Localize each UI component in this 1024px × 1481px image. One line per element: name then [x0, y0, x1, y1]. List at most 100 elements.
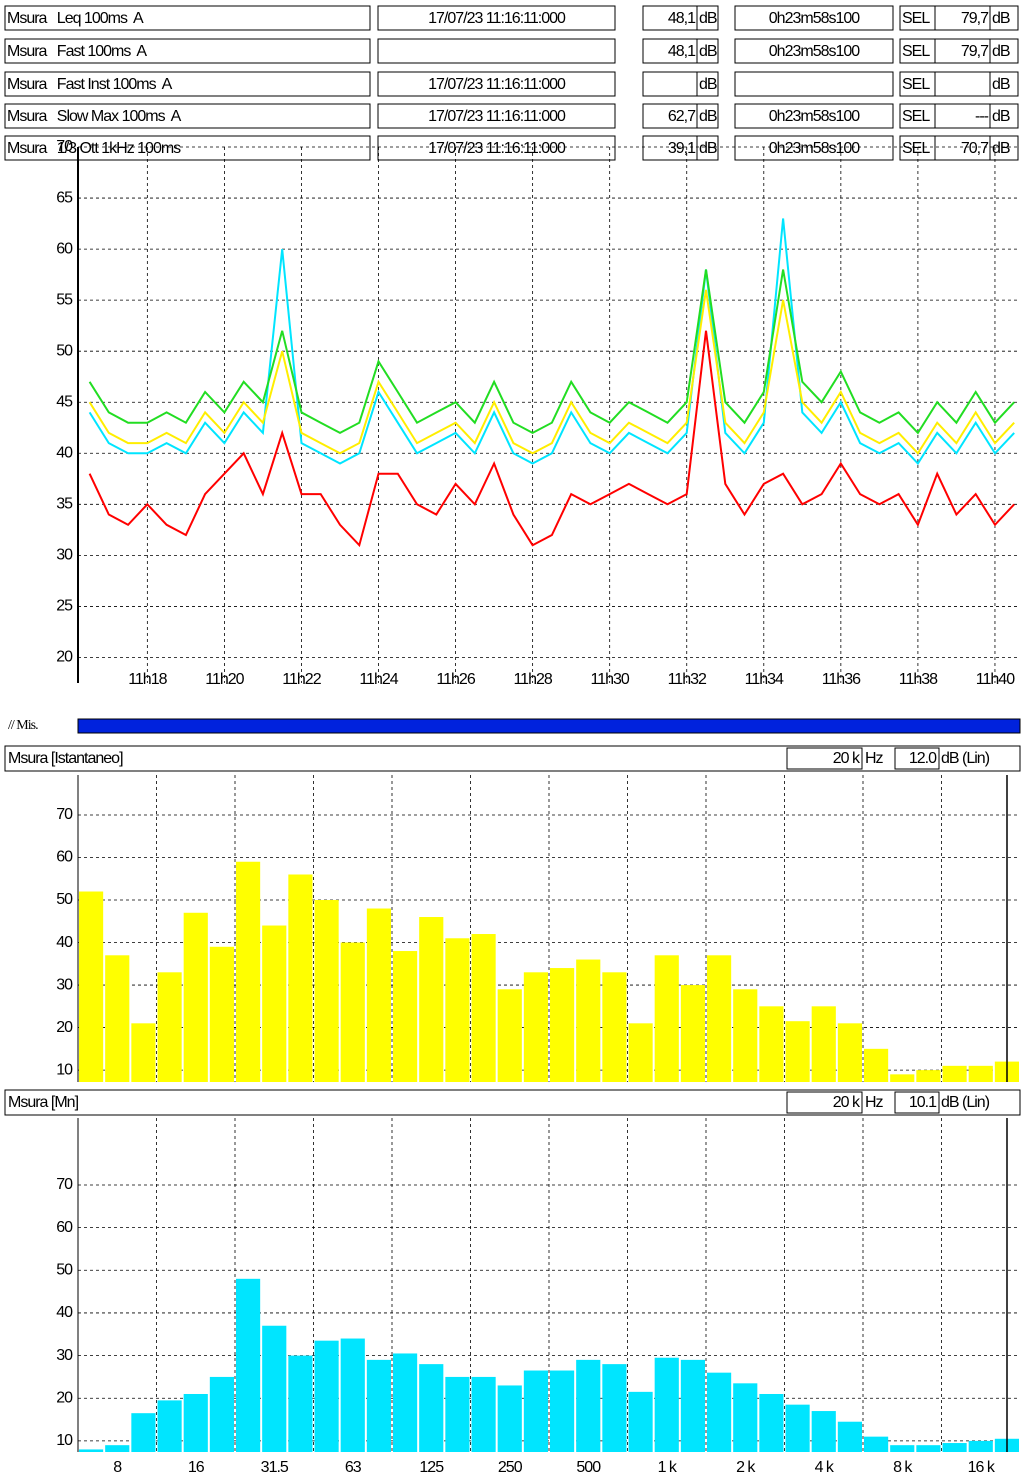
x-tick-label: 11h40 [976, 671, 1015, 688]
bar [131, 1413, 156, 1452]
cell-text: dB [992, 76, 1010, 93]
cell-text: 70,7 [961, 140, 989, 157]
panel-title: Msura [Istantaneo] [8, 750, 123, 767]
cell-label [4, 135, 371, 161]
x-tick-label: 125 [419, 1459, 444, 1476]
x-tick-label: 4 k [815, 1459, 835, 1476]
level-unit: dB (Lin) [941, 1094, 990, 1111]
y-tick-label: 65 [56, 189, 73, 206]
y-tick-label: 55 [56, 291, 73, 308]
y-tick-label: 50 [56, 891, 73, 908]
x-tick-label: 11h34 [745, 671, 784, 688]
y-tick-label: 70 [56, 1176, 73, 1193]
cell-text: 0h23m58s100 [769, 108, 861, 125]
cell-text: dB [699, 76, 717, 93]
freq-value: 20 k [833, 750, 861, 767]
bar [183, 912, 208, 1082]
y-tick-label: 10 [56, 1432, 73, 1449]
bar [366, 908, 391, 1082]
cell-text: 79,7 [961, 43, 989, 60]
cell-time [734, 135, 894, 161]
cell-text: Msura 1/3 Ott 1kHz 100ms [7, 140, 181, 157]
bar [576, 1359, 601, 1452]
bar [785, 1404, 810, 1452]
bar [680, 1359, 705, 1452]
freq-value: 20 k [833, 1094, 861, 1111]
bar [837, 1023, 862, 1082]
cell-text: 48,1 [668, 43, 696, 60]
bar [785, 1021, 810, 1082]
cell-text: dB [699, 43, 717, 60]
cell-text: Msura Leq 100ms A [7, 10, 144, 27]
bar [209, 946, 234, 1082]
cell-text: --- [975, 108, 989, 125]
cell-sel-unit [989, 71, 1019, 97]
x-tick-label: 11h18 [128, 671, 167, 688]
y-tick-label: 30 [56, 1347, 73, 1364]
bar [602, 972, 627, 1082]
y-tick-label: 60 [56, 240, 73, 257]
series-line [88, 330, 1015, 548]
panel-title: Msura [Mn] [8, 1094, 79, 1111]
cell-unit [696, 103, 719, 129]
bar [523, 972, 548, 1082]
cell-time [734, 103, 894, 129]
cell-sel-unit [989, 5, 1019, 31]
bar [209, 1376, 234, 1452]
x-tick-label: 11h32 [668, 671, 707, 688]
bar [157, 972, 182, 1082]
cell-time [734, 5, 894, 31]
bar [811, 1006, 836, 1082]
x-tick-label: 1 k [658, 1459, 678, 1476]
progress-bar [77, 718, 1021, 734]
bar [942, 1443, 967, 1452]
cell-unit [696, 135, 719, 161]
bar [550, 1370, 575, 1452]
cell-text: dB [992, 108, 1010, 125]
bar [550, 968, 575, 1082]
x-tick-label: 16 k [968, 1459, 996, 1476]
bar [890, 1074, 915, 1082]
x-tick-label: 11h36 [822, 671, 861, 688]
bar [288, 874, 313, 1082]
cell-text: dB [699, 10, 717, 27]
level-value: 10.1 [909, 1094, 937, 1111]
cell-sel-label [899, 38, 936, 64]
x-tick-label: 16 [188, 1459, 205, 1476]
cell-unit [696, 38, 719, 64]
y-tick-label: 10 [56, 1061, 73, 1078]
cell-sel [934, 71, 991, 97]
x-tick-label: 11h30 [591, 671, 630, 688]
bar [942, 1065, 967, 1082]
bar [890, 1445, 915, 1452]
series-line [88, 218, 1015, 466]
bar [340, 1338, 365, 1452]
y-tick-label: 50 [56, 1262, 73, 1279]
cell-text: Msura Fast 100ms A [7, 43, 147, 60]
y-tick-label: 45 [56, 393, 73, 410]
y-tick-label: 70 [56, 806, 73, 823]
cell-text: SEL [902, 10, 930, 27]
bar [916, 1070, 941, 1082]
progress-label: // Mis. [8, 718, 38, 733]
bar [105, 1445, 130, 1452]
series-line [88, 289, 1015, 455]
x-tick-label: 63 [345, 1459, 362, 1476]
cell-text: SEL [902, 43, 930, 60]
cell-sel-unit [989, 38, 1019, 64]
bar [654, 955, 679, 1082]
bar [393, 1353, 418, 1452]
cell-text: SEL [902, 108, 930, 125]
cell-text: 39,1 [668, 140, 696, 157]
cell-text: 17/07/23 11:16:11:000 [428, 108, 566, 125]
level-unit: dB (Lin) [941, 750, 990, 767]
bar [236, 861, 261, 1082]
y-tick-label: 40 [56, 1304, 73, 1321]
cell-value [642, 5, 698, 31]
cell-date [377, 38, 616, 64]
cell-value [642, 38, 698, 64]
cell-text: dB [992, 10, 1010, 27]
cell-text: 0h23m58s100 [769, 10, 861, 27]
bar [105, 955, 130, 1082]
